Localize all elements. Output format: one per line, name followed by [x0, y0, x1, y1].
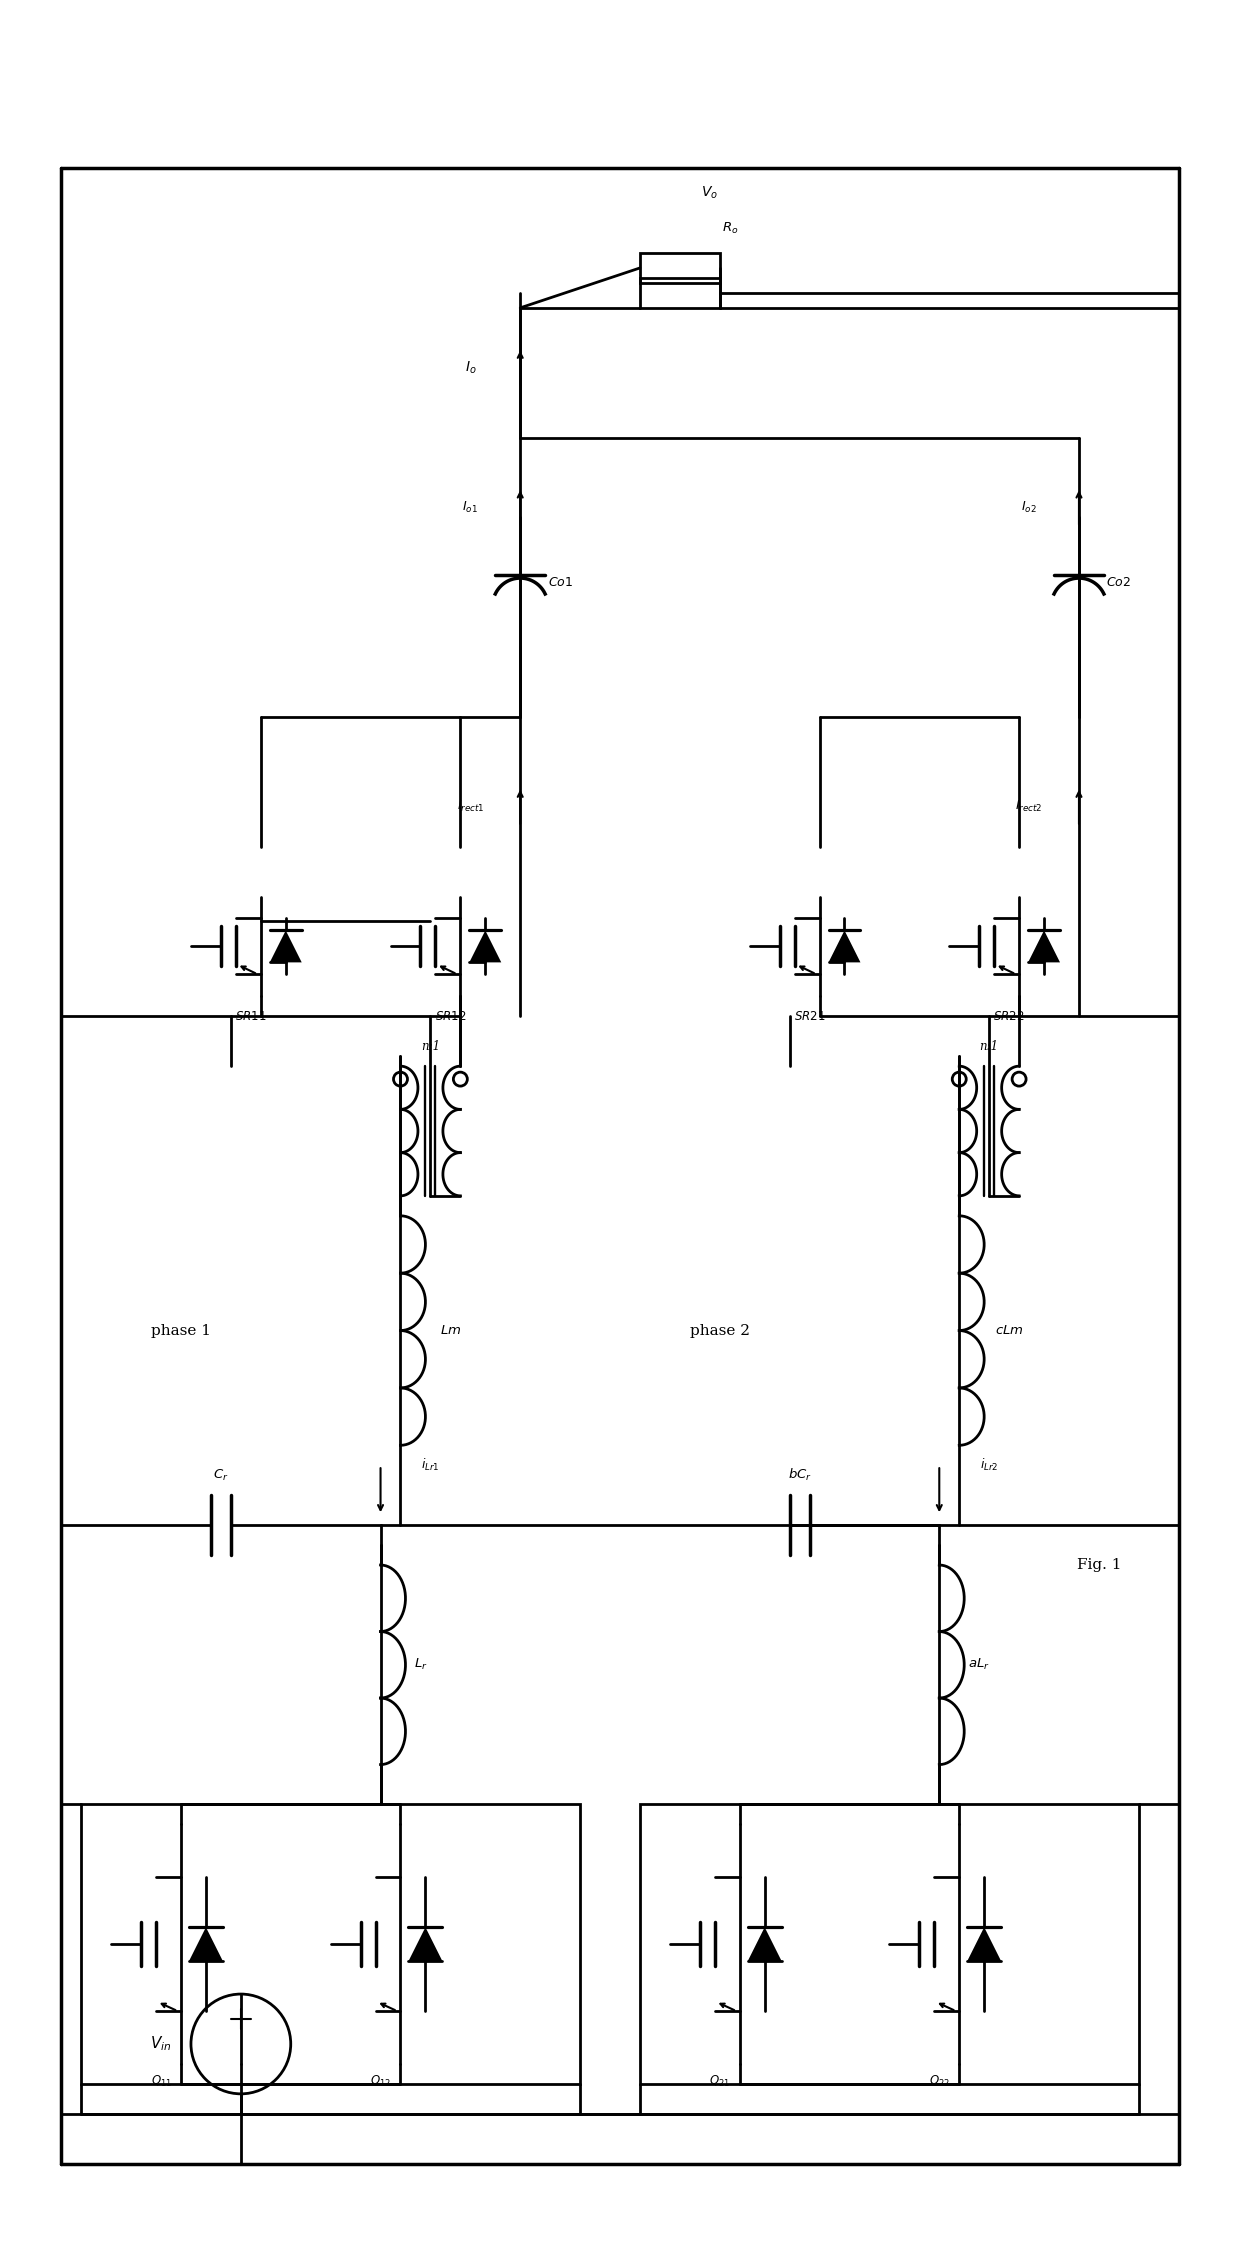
Text: $Co2$: $Co2$	[1106, 576, 1131, 589]
Text: Fig. 1: Fig. 1	[1076, 1559, 1121, 1573]
Bar	[81, 1804, 580, 2085]
Text: $C_r$: $C_r$	[213, 1468, 228, 1482]
Text: $i_{Lr1}$: $i_{Lr1}$	[422, 1457, 440, 1473]
Polygon shape	[188, 1926, 223, 1960]
Text: $L_r$: $L_r$	[414, 1656, 428, 1672]
Text: n:1: n:1	[420, 1040, 440, 1054]
Polygon shape	[967, 1926, 1001, 1960]
Text: $I_{rect2}$: $I_{rect2}$	[1016, 800, 1043, 813]
Polygon shape	[748, 1926, 781, 1960]
Text: $SR11$: $SR11$	[236, 1011, 267, 1022]
Polygon shape	[1028, 931, 1060, 963]
Text: $cLm$: $cLm$	[994, 1323, 1023, 1337]
Text: $R_o$: $R_o$	[722, 220, 738, 236]
Text: $I_{rect1}$: $I_{rect1}$	[456, 800, 484, 813]
Bar	[640, 279, 719, 308]
Text: $Q_{21}$: $Q_{21}$	[709, 2073, 730, 2089]
Polygon shape	[270, 931, 301, 963]
Text: n:1: n:1	[980, 1040, 998, 1054]
Bar	[640, 254, 719, 283]
Text: $Lm$: $Lm$	[440, 1323, 461, 1337]
Text: $V_o$: $V_o$	[702, 186, 718, 202]
Polygon shape	[469, 931, 501, 963]
Text: $aL_r$: $aL_r$	[968, 1656, 990, 1672]
Text: $Q_{12}$: $Q_{12}$	[370, 2073, 391, 2089]
Bar	[640, 1804, 1138, 2085]
Text: phase 2: phase 2	[689, 1323, 750, 1337]
Polygon shape	[828, 931, 861, 963]
Text: $SR22$: $SR22$	[993, 1011, 1025, 1022]
Text: $SR12$: $SR12$	[435, 1011, 466, 1022]
Text: $I_{o2}$: $I_{o2}$	[1022, 501, 1037, 514]
Text: $Co1$: $Co1$	[548, 576, 573, 589]
Text: phase 1: phase 1	[151, 1323, 211, 1337]
Text: $I_{o1}$: $I_{o1}$	[463, 501, 479, 514]
Text: $Q_{11}$: $Q_{11}$	[150, 2073, 171, 2089]
Text: $bC_r$: $bC_r$	[787, 1466, 811, 1484]
Text: $I_o$: $I_o$	[465, 360, 476, 376]
Text: $V_{in}$: $V_{in}$	[150, 2035, 171, 2053]
Text: $SR21$: $SR21$	[794, 1011, 826, 1022]
Text: $Q_{22}$: $Q_{22}$	[929, 2073, 950, 2089]
Text: $i_{Lr2}$: $i_{Lr2}$	[980, 1457, 998, 1473]
Polygon shape	[408, 1926, 443, 1960]
